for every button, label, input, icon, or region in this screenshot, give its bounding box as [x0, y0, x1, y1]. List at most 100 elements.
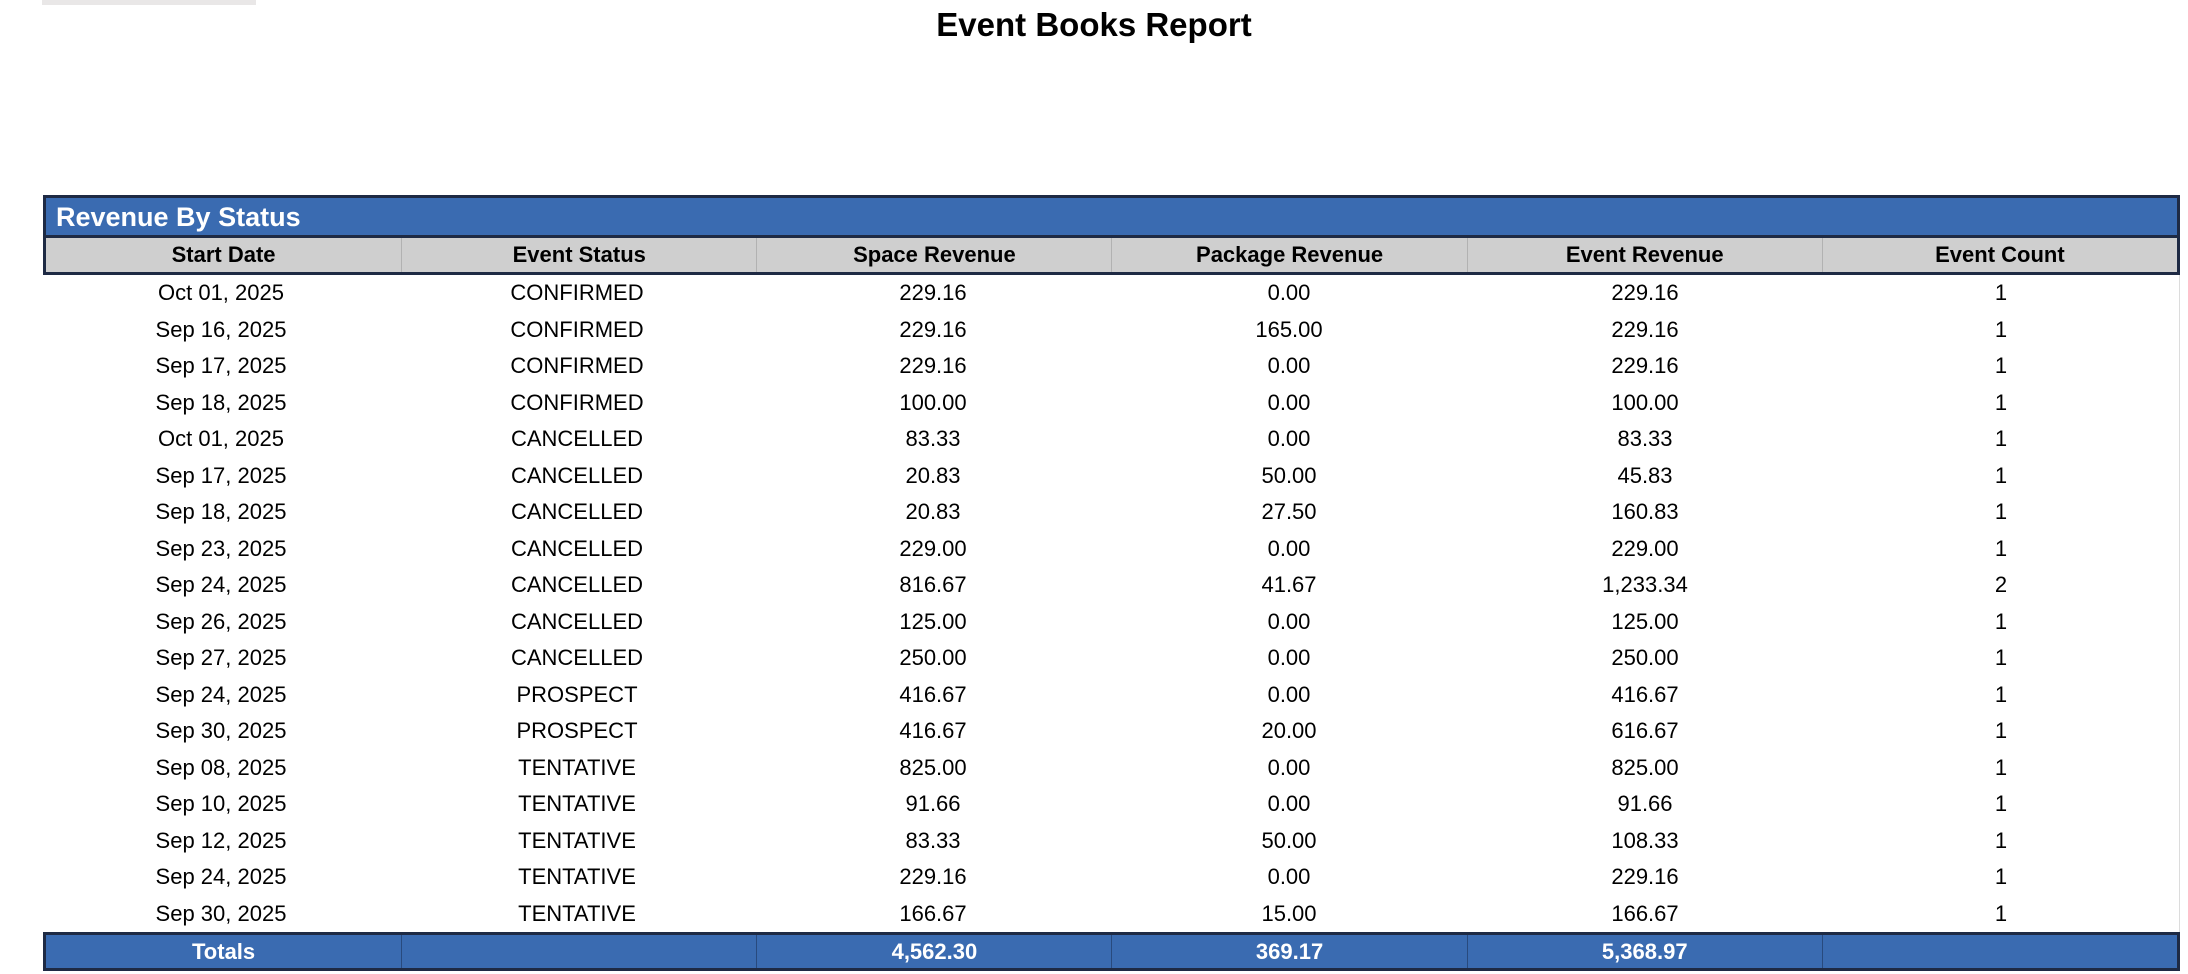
cell-event-count: 1 [1994, 353, 2008, 378]
cell-event-revenue: 229.16 [1611, 280, 1679, 305]
table-row: Sep 16, 2025 CONFIRMED 229.16 165.00 229… [43, 312, 2179, 349]
cell-package-revenue: 20.00 [1261, 718, 1317, 743]
column-header-event-revenue: Event Revenue [1466, 238, 1822, 272]
totals-event-status [401, 935, 756, 968]
cell-package-revenue: 0.00 [1267, 608, 1311, 634]
totals-package-revenue: 369.17 [1111, 935, 1466, 968]
cell-event-count: 2 [1994, 572, 2008, 597]
cell-event-status: TENTATIVE [518, 791, 636, 816]
table-head: Revenue By Status Start Date Event Statu… [43, 195, 2180, 275]
cell-start-date: Sep 17, 2025 [155, 462, 287, 488]
totals-event-count [1821, 935, 2177, 968]
cropped-toolbar-artifact [42, 0, 256, 5]
cell-start-date: Oct 01, 2025 [158, 426, 284, 451]
table-row: Sep 24, 2025 PROSPECT 416.67 0.00 416.67… [43, 677, 2179, 714]
table-row: Sep 30, 2025 TENTATIVE 166.67 15.00 166.… [43, 896, 2179, 933]
cell-package-revenue: 41.67 [1261, 572, 1317, 597]
cell-package-revenue: 165.00 [1255, 316, 1323, 342]
cell-event-status: CONFIRMED [510, 353, 644, 378]
cell-start-date: Sep 24, 2025 [155, 681, 287, 707]
cell-event-status: CONFIRMED [510, 280, 644, 305]
table-row: Sep 12, 2025 TENTATIVE 83.33 50.00 108.3… [43, 823, 2179, 860]
table-row: Sep 23, 2025 CANCELLED 229.00 0.00 229.0… [43, 531, 2179, 568]
cell-package-revenue: 0.00 [1267, 754, 1311, 780]
table-row: Sep 24, 2025 CANCELLED 816.67 41.67 1,23… [43, 567, 2179, 604]
table-row: Sep 18, 2025 CANCELLED 20.83 27.50 160.8… [43, 494, 2179, 531]
totals-row: Totals 4,562.30 369.17 5,368.97 [43, 932, 2180, 971]
cell-space-revenue: 229.16 [899, 280, 967, 305]
cell-event-status: PROSPECT [516, 718, 638, 743]
cell-start-date: Sep 30, 2025 [155, 718, 287, 743]
cell-start-date: Sep 24, 2025 [155, 864, 287, 889]
cell-start-date: Sep 17, 2025 [155, 353, 287, 378]
cell-event-revenue: 825.00 [1611, 754, 1679, 780]
cell-event-count: 1 [1994, 389, 2008, 415]
page-title: Event Books Report [936, 6, 1252, 43]
cell-package-revenue: 50.00 [1261, 462, 1317, 488]
cell-event-count: 1 [1994, 864, 2008, 889]
cell-event-revenue: 166.67 [1611, 900, 1679, 926]
cell-space-revenue: 91.66 [905, 791, 961, 816]
cell-start-date: Sep 24, 2025 [155, 572, 287, 597]
cell-space-revenue: 20.83 [905, 499, 961, 524]
cell-event-count: 1 [1994, 645, 2008, 670]
cell-event-revenue: 91.66 [1617, 791, 1673, 816]
cell-package-revenue: 50.00 [1261, 827, 1317, 853]
cell-start-date: Sep 26, 2025 [155, 608, 287, 634]
cell-package-revenue: 0.00 [1267, 426, 1311, 451]
cell-event-status: CANCELLED [510, 535, 644, 561]
cell-event-status: CONFIRMED [510, 389, 644, 415]
cell-event-status: TENTATIVE [518, 754, 636, 780]
cell-event-count: 1 [1994, 791, 2008, 816]
cell-space-revenue: 229.00 [899, 535, 967, 561]
cell-event-revenue: 108.33 [1611, 827, 1679, 853]
cell-space-revenue: 416.67 [899, 681, 967, 707]
cell-event-count: 1 [1994, 280, 2008, 305]
cell-event-revenue: 229.00 [1611, 535, 1679, 561]
cell-event-revenue: 616.67 [1611, 718, 1679, 743]
cell-event-revenue: 100.00 [1611, 389, 1679, 415]
cell-start-date: Sep 16, 2025 [155, 316, 287, 342]
cell-package-revenue: 0.00 [1267, 791, 1311, 816]
cell-space-revenue: 229.16 [899, 864, 967, 889]
cell-start-date: Sep 27, 2025 [155, 645, 287, 670]
cell-start-date: Sep 10, 2025 [155, 791, 287, 816]
cell-event-revenue: 45.83 [1617, 462, 1673, 488]
cell-event-count: 1 [1994, 681, 2008, 707]
cell-event-count: 1 [1994, 426, 2008, 451]
cell-start-date: Sep 18, 2025 [155, 389, 287, 415]
cell-space-revenue: 125.00 [899, 608, 967, 634]
cell-event-count: 1 [1994, 718, 2008, 743]
cell-package-revenue: 0.00 [1267, 280, 1311, 305]
cell-space-revenue: 20.83 [905, 462, 961, 488]
cell-event-revenue: 229.16 [1611, 316, 1679, 342]
cell-space-revenue: 166.67 [899, 900, 967, 926]
cell-event-count: 1 [1994, 754, 2008, 780]
cell-package-revenue: 0.00 [1267, 353, 1311, 378]
cell-package-revenue: 0.00 [1267, 864, 1311, 889]
cell-start-date: Oct 01, 2025 [158, 280, 284, 305]
totals-event-revenue: 5,368.97 [1466, 935, 1822, 968]
cell-event-count: 1 [1994, 535, 2008, 561]
cell-event-status: TENTATIVE [518, 900, 636, 926]
section-title-band: Revenue By Status [46, 198, 2177, 238]
cell-event-count: 1 [1994, 499, 2008, 524]
cell-event-revenue: 83.33 [1617, 426, 1673, 451]
cell-start-date: Sep 23, 2025 [155, 535, 287, 561]
cell-space-revenue: 83.33 [905, 827, 961, 853]
cell-event-status: CANCELLED [510, 499, 644, 524]
totals-label: Totals [192, 939, 256, 964]
cell-event-count: 1 [1994, 900, 2008, 926]
cell-event-count: 1 [1994, 827, 2008, 853]
cell-event-status: TENTATIVE [518, 827, 636, 853]
cell-event-status: CONFIRMED [510, 316, 644, 342]
table-row: Oct 01, 2025 CONFIRMED 229.16 0.00 229.1… [43, 275, 2179, 312]
table-row: Sep 17, 2025 CONFIRMED 229.16 0.00 229.1… [43, 348, 2179, 385]
table-row: Sep 17, 2025 CANCELLED 20.83 50.00 45.83… [43, 458, 2179, 495]
cell-event-status: CANCELLED [510, 645, 644, 670]
column-header-space-revenue: Space Revenue [756, 238, 1111, 272]
column-header-event-status: Event Status [401, 238, 756, 272]
cell-event-revenue: 229.16 [1611, 353, 1679, 378]
cell-event-count: 1 [1994, 462, 2008, 488]
cell-package-revenue: 15.00 [1261, 900, 1317, 926]
